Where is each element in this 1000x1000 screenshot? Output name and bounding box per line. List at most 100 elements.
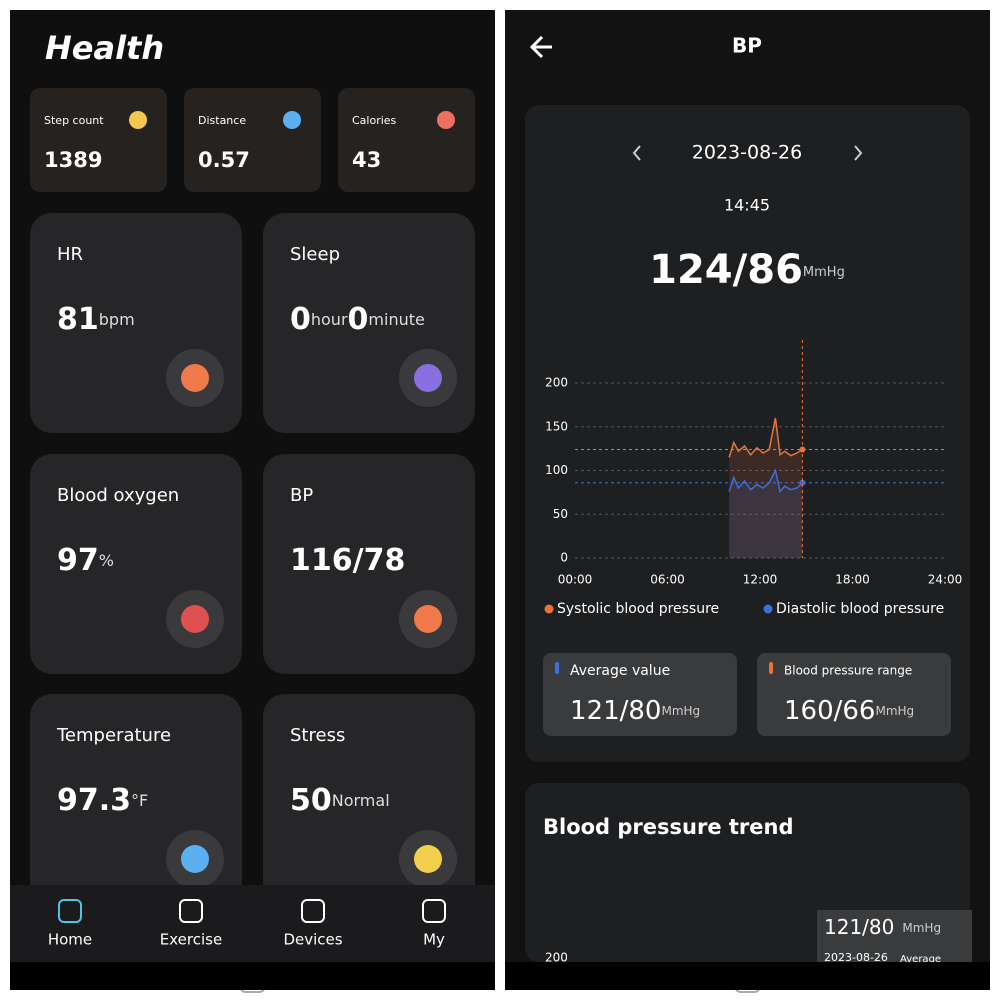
app-title: Health [45,29,164,67]
x-tick-label: 24:00 [928,573,963,587]
metric-number: 50 [290,783,332,818]
metric-value: 97% [57,543,114,578]
metric-number: 116/78 [290,543,405,578]
metric-number: 0 [290,302,311,337]
nav-icon[interactable] [301,899,325,923]
nav-label[interactable]: Devices [283,931,342,949]
metric-unit: hour [311,310,348,329]
summary-label: Step count [44,114,104,127]
metric-icon [181,605,209,633]
system-bar-overlay [505,962,990,990]
stat-indicator [769,662,773,674]
stat-value: 160/66MmHg [784,696,914,726]
metric-title: Sleep [290,244,340,265]
y-tick-label: 200 [545,376,568,390]
metric-icon [181,364,209,392]
metric-number: 97.3 [57,783,131,818]
prev-date[interactable] [632,145,641,161]
metric-title: BP [290,485,313,506]
reading-value: 124/86 [649,247,803,293]
legend-marker [544,604,554,614]
metric-title: HR [57,244,83,265]
summary-label: Distance [198,114,246,127]
metric-icon [414,364,442,392]
metric-title: Blood oxygen [57,485,179,506]
y-tick-label: 50 [553,507,568,521]
summary-icon [283,111,301,129]
x-tick-label: 06:00 [650,573,685,587]
stat-number: 121/80 [570,696,661,726]
stat-box [543,653,737,736]
metric-number: 0 [348,302,369,337]
metric-unit: bpm [99,310,135,329]
summary-card[interactable] [338,88,475,192]
y-tick-label: 100 [545,463,568,477]
legend-label: Diastolic blood pressure [776,601,944,617]
bottom-nav [10,885,495,962]
nav-label[interactable]: Exercise [160,931,222,949]
selected-point [799,479,806,486]
summary-label: Calories [352,114,397,127]
metric-unit: minute [368,310,424,329]
y-tick-label: 150 [545,419,568,433]
system-bar-overlay [10,962,495,990]
reading-unit: MmHg [803,265,845,280]
stat-unit: MmHg [661,704,700,718]
metric-unit: °F [131,791,148,810]
summary-value: 1389 [44,148,102,172]
reading: 124/86MmHg [649,247,845,293]
nav-label[interactable]: Home [48,931,92,949]
date: 2023-08-26 [692,142,802,164]
stat-label: Average value [570,663,670,679]
stat-label: Blood pressure range [784,664,912,678]
metric-number: 97 [57,543,99,578]
summary-icon [129,111,147,129]
time: 14:45 [724,196,770,215]
metric-value: 81bpm [57,302,135,337]
trend-title: Blood pressure trend [543,815,794,839]
nav-label[interactable]: My [423,931,445,949]
metric-value: 97.3°F [57,783,148,818]
nav-icon[interactable] [179,899,203,923]
metric-title: Temperature [56,725,171,746]
series-line [728,417,803,458]
stat-unit: MmHg [875,704,914,718]
tooltip-date: 2023-08-26 [824,951,888,964]
summary-icon [437,111,455,129]
series-line [728,468,803,494]
metric-icon [181,845,209,873]
summary-card[interactable] [30,88,167,192]
stat-box [757,653,951,736]
legend-label: Systolic blood pressure [557,601,719,617]
summary-value: 0.57 [198,148,250,172]
summary-card[interactable] [184,88,321,192]
tooltip-unit: MmHg [902,921,941,935]
page-title: BP [732,34,762,58]
metric-value: 50Normal [290,783,390,818]
metric-value: 116/78 [290,543,405,578]
bp-card [525,105,970,762]
series-area [729,470,803,558]
metric-unit: % [99,551,114,570]
metric-title: Stress [290,725,345,746]
next-date[interactable] [854,145,863,161]
nav-icon[interactable] [58,899,82,923]
summary-value: 43 [352,148,381,172]
nav-icon[interactable] [422,899,446,923]
metric-number: 81 [57,302,99,337]
back-button[interactable] [529,35,552,59]
legend-marker [763,604,773,614]
tooltip [817,910,972,962]
x-tick-label: 00:00 [558,573,593,587]
x-tick-label: 12:00 [743,573,778,587]
stat-value: 121/80MmHg [570,696,700,726]
metric-unit: Normal [332,791,390,810]
metric-icon [414,605,442,633]
metric-value: 0hour0minute [290,302,425,337]
series-area [729,418,803,558]
metric-icon [414,845,442,873]
x-tick-label: 18:00 [835,573,870,587]
stat-indicator [555,662,559,674]
tooltip-label: Average [900,954,941,965]
